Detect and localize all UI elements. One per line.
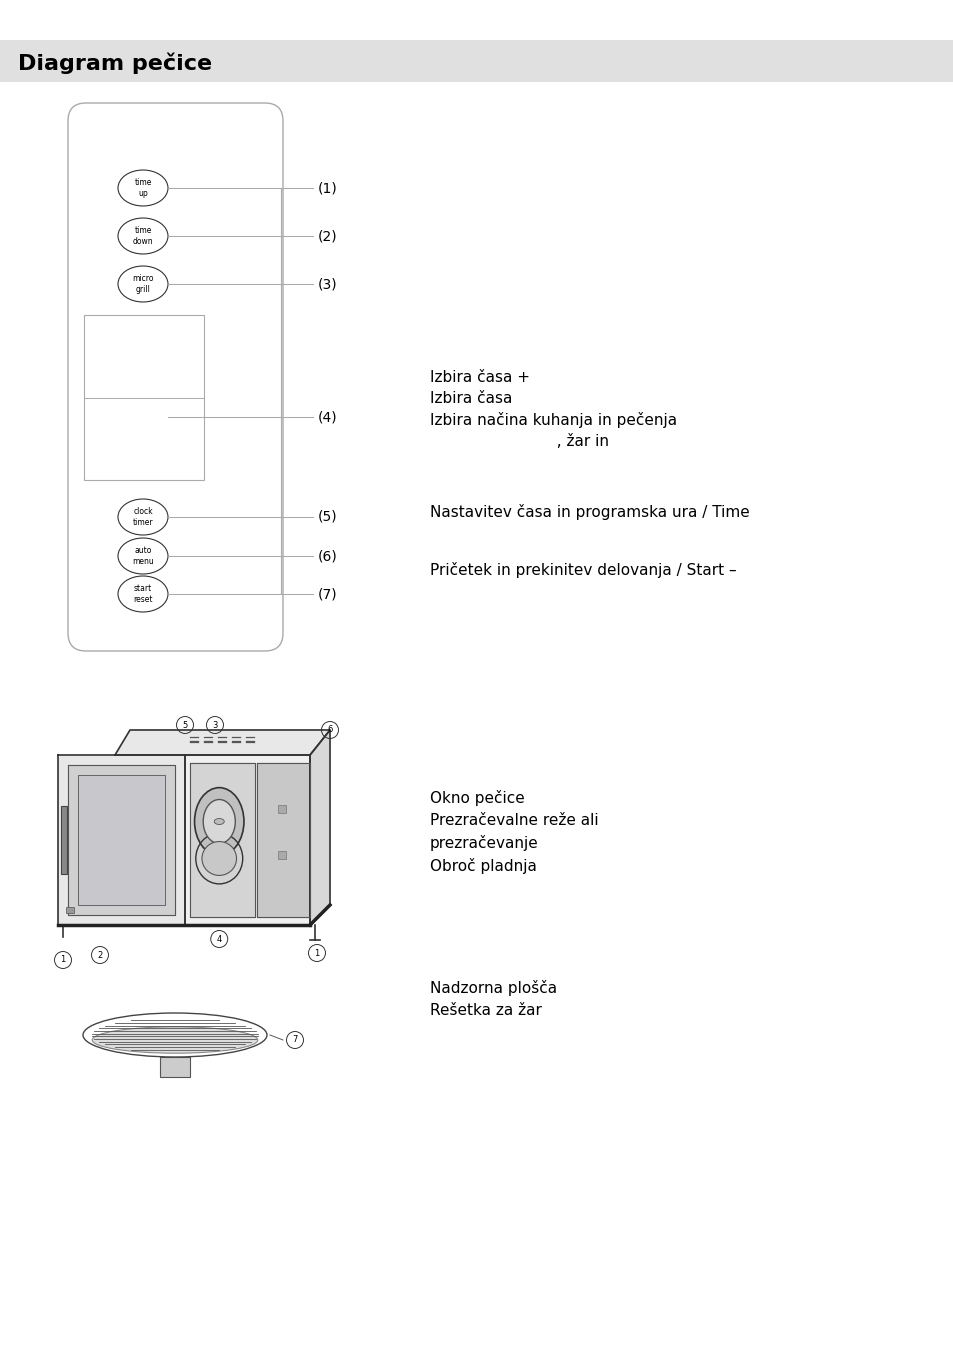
Text: (1): (1) — [317, 181, 337, 195]
Bar — [278, 852, 286, 860]
Polygon shape — [256, 764, 310, 917]
Text: auto
menu: auto menu — [132, 546, 153, 566]
Polygon shape — [68, 765, 174, 915]
Text: start
reset: start reset — [133, 585, 152, 604]
Text: clock
timer: clock timer — [132, 508, 153, 527]
Polygon shape — [58, 756, 185, 925]
Text: time
down: time down — [132, 226, 153, 245]
Polygon shape — [310, 730, 330, 925]
Ellipse shape — [118, 171, 168, 206]
Text: Pričetek in prekinitev delovanja / Start –: Pričetek in prekinitev delovanja / Start… — [430, 562, 736, 578]
Bar — [160, 1057, 190, 1076]
Text: 1: 1 — [60, 956, 66, 964]
Text: 6: 6 — [327, 726, 333, 734]
Text: 3: 3 — [213, 720, 217, 730]
Ellipse shape — [214, 819, 224, 825]
Text: (5): (5) — [317, 510, 337, 524]
Text: Izbira časa +
Izbira časa
Izbira načina kuhanja in pečenja
                     : Izbira časa + Izbira časa Izbira načina … — [430, 370, 677, 450]
Ellipse shape — [203, 799, 235, 844]
Polygon shape — [185, 756, 310, 925]
Text: (4): (4) — [317, 410, 337, 424]
Polygon shape — [115, 730, 330, 756]
Bar — [66, 907, 74, 913]
Bar — [84, 315, 204, 481]
Text: Diagram pečice: Diagram pečice — [18, 53, 212, 73]
Ellipse shape — [118, 575, 168, 612]
Ellipse shape — [118, 538, 168, 574]
Ellipse shape — [194, 788, 244, 856]
Text: (3): (3) — [317, 278, 337, 291]
Text: 7: 7 — [292, 1036, 297, 1044]
Text: (7): (7) — [317, 588, 337, 601]
Bar — [0, 41, 953, 83]
Text: 2: 2 — [97, 951, 103, 960]
Ellipse shape — [202, 842, 236, 876]
Bar — [278, 806, 286, 814]
Ellipse shape — [92, 1026, 257, 1053]
Text: 4: 4 — [216, 934, 222, 944]
Text: 5: 5 — [182, 720, 188, 730]
Text: Nadzorna plošča
Rešetka za žar: Nadzorna plošča Rešetka za žar — [430, 980, 557, 1018]
Polygon shape — [190, 764, 254, 917]
Text: Nastavitev časa in programska ura / Time: Nastavitev časa in programska ura / Time — [430, 504, 749, 520]
Text: (2): (2) — [317, 229, 337, 242]
Polygon shape — [78, 774, 165, 904]
Text: 1: 1 — [314, 949, 319, 957]
FancyBboxPatch shape — [68, 103, 283, 651]
Ellipse shape — [118, 500, 168, 535]
Ellipse shape — [118, 218, 168, 255]
Text: (6): (6) — [317, 548, 337, 563]
Ellipse shape — [118, 265, 168, 302]
Text: time
up: time up — [134, 179, 152, 198]
Bar — [61, 806, 67, 873]
Text: micro
grill: micro grill — [132, 275, 153, 294]
Text: Okno pečice
Prezračevalne reže ali
prezračevanje
Obroč pladnja: Okno pečice Prezračevalne reže ali prezr… — [430, 789, 598, 873]
